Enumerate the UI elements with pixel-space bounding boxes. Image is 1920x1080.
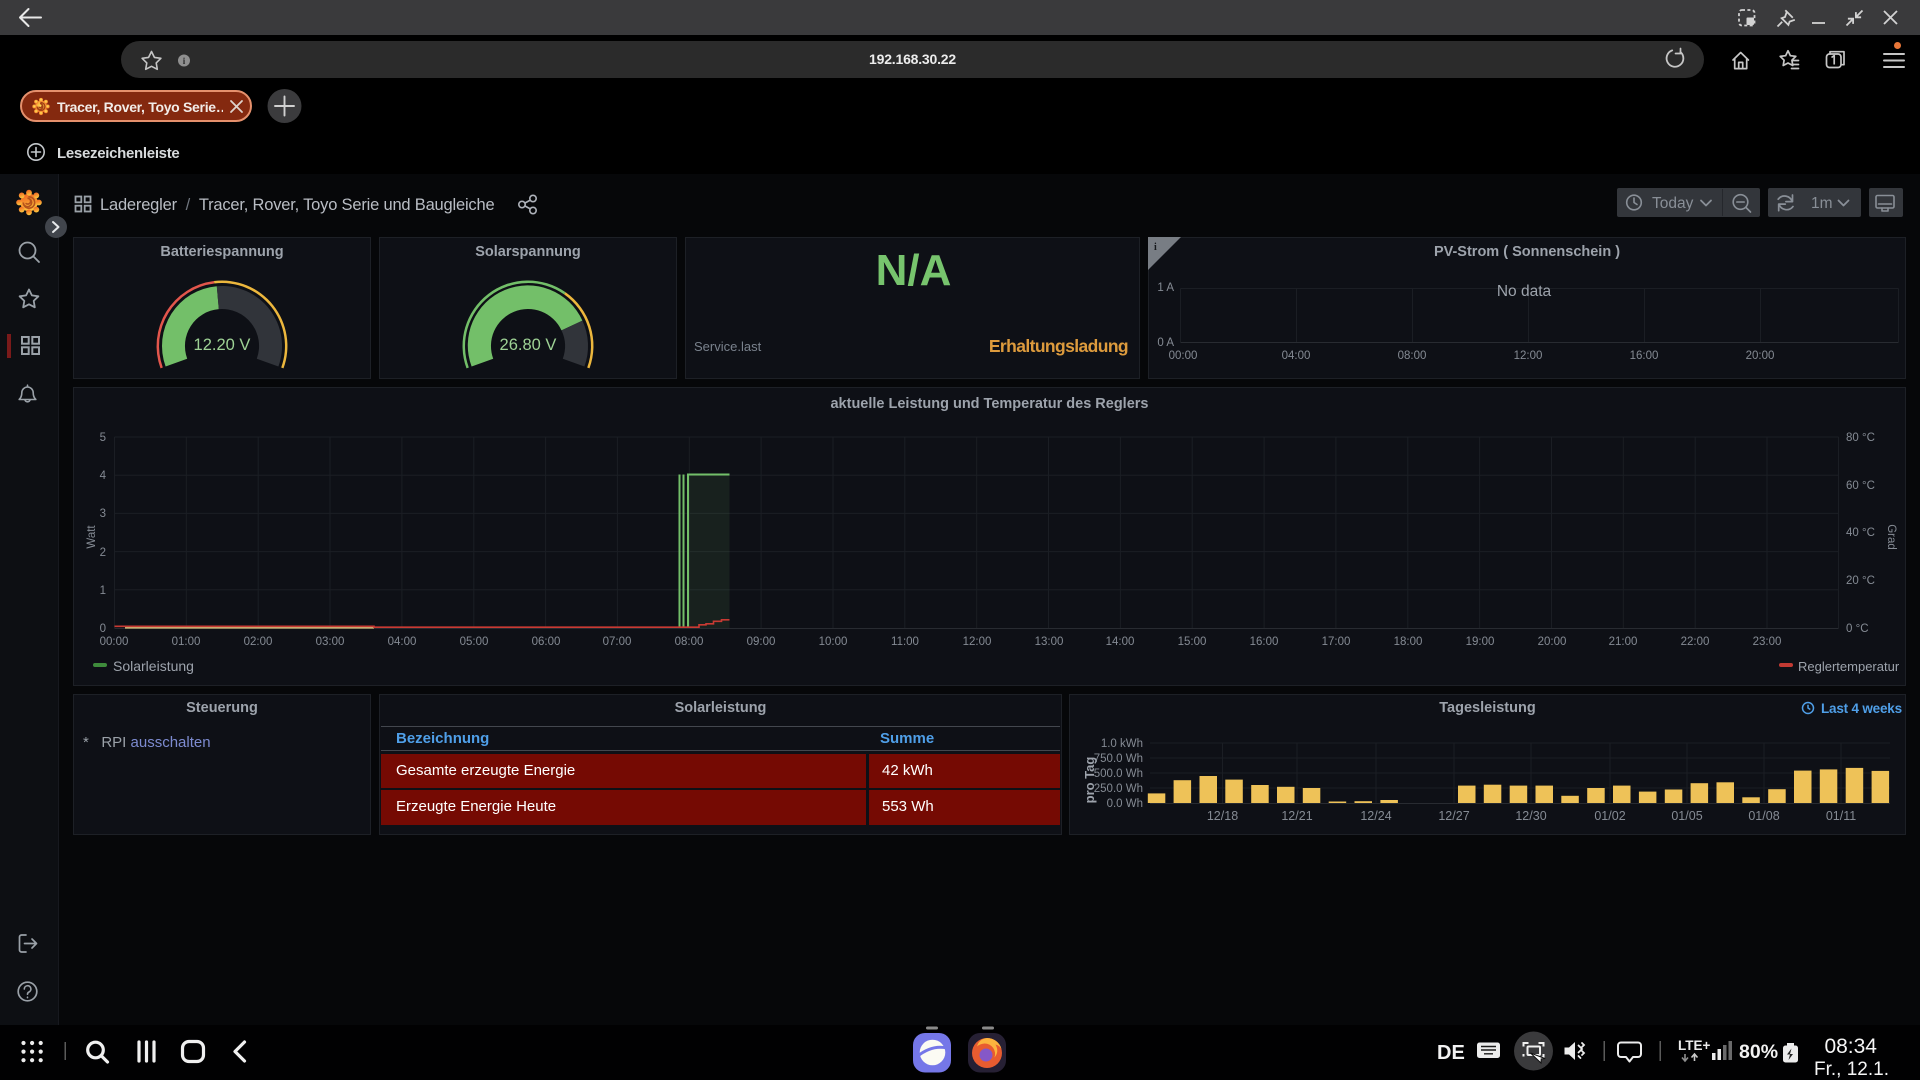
svg-text:2: 2 <box>100 547 106 559</box>
svg-text:02:00: 02:00 <box>244 636 273 648</box>
svg-text:14:00: 14:00 <box>1106 636 1135 648</box>
svg-text:500.0 Wh: 500.0 Wh <box>1094 768 1143 780</box>
svg-text:15:00: 15:00 <box>1178 636 1207 648</box>
svg-text:03:00: 03:00 <box>316 636 345 648</box>
svg-text:12/27: 12/27 <box>1438 809 1469 823</box>
svg-text:19:00: 19:00 <box>1466 636 1495 648</box>
svg-text:23:00: 23:00 <box>1753 636 1782 648</box>
svg-text:750.0 Wh: 750.0 Wh <box>1094 753 1143 765</box>
svg-text:12/24: 12/24 <box>1360 809 1391 823</box>
svg-text:1: 1 <box>100 585 106 597</box>
svg-text:00:00: 00:00 <box>1169 350 1198 362</box>
svg-text:i: i <box>1154 242 1157 253</box>
svg-text:17:00: 17:00 <box>1322 636 1351 648</box>
svg-text:21:00: 21:00 <box>1609 636 1638 648</box>
svg-text:i: i <box>183 56 186 66</box>
svg-text:No data: No data <box>1497 283 1552 300</box>
svg-text:pro Tag: pro Tag <box>1082 757 1097 804</box>
svg-text:07:00: 07:00 <box>603 636 632 648</box>
svg-text:01/11: 01/11 <box>1826 809 1856 823</box>
svg-text:1.0 kWh: 1.0 kWh <box>1101 738 1143 750</box>
svg-text:DE: DE <box>1437 1042 1465 1064</box>
svg-text:60 °C: 60 °C <box>1846 480 1875 492</box>
svg-text:01/02: 01/02 <box>1594 809 1625 823</box>
svg-text:5: 5 <box>100 432 106 444</box>
svg-text:01/08: 01/08 <box>1748 809 1779 823</box>
svg-text:11:00: 11:00 <box>891 636 919 648</box>
svg-text:01/05: 01/05 <box>1671 809 1702 823</box>
svg-text:Grad: Grad <box>1885 524 1897 550</box>
svg-text:20:00: 20:00 <box>1746 350 1775 362</box>
svg-text:1m: 1m <box>1811 195 1833 212</box>
svg-text:05:00: 05:00 <box>460 636 489 648</box>
svg-text:00:00: 00:00 <box>100 636 129 648</box>
svg-text:Reglertemperatur: Reglertemperatur <box>1798 659 1900 674</box>
svg-text:22:00: 22:00 <box>1681 636 1710 648</box>
svg-text:12:00: 12:00 <box>963 636 992 648</box>
svg-text:3: 3 <box>100 508 106 520</box>
svg-text:12/18: 12/18 <box>1207 809 1238 823</box>
svg-text:10:00: 10:00 <box>819 636 848 648</box>
svg-text:08:34: 08:34 <box>1824 1035 1877 1058</box>
svg-text:40 °C: 40 °C <box>1846 527 1875 539</box>
svg-text:09:00: 09:00 <box>747 636 776 648</box>
svg-text:06:00: 06:00 <box>532 636 561 648</box>
svg-text:Fr., 12.1.: Fr., 12.1. <box>1814 1059 1889 1080</box>
svg-text:0 A: 0 A <box>1157 337 1174 349</box>
svg-text:20 °C: 20 °C <box>1846 575 1875 587</box>
svg-text:0.0 Wh: 0.0 Wh <box>1107 798 1143 810</box>
svg-text:80 °C: 80 °C <box>1846 432 1875 444</box>
svg-text:0: 0 <box>100 623 106 635</box>
svg-text:16:00: 16:00 <box>1630 350 1659 362</box>
svg-text:16:00: 16:00 <box>1250 636 1279 648</box>
svg-text:08:00: 08:00 <box>1398 350 1427 362</box>
svg-text:12/21: 12/21 <box>1281 809 1312 823</box>
svg-text:04:00: 04:00 <box>388 636 417 648</box>
svg-text:80%: 80% <box>1739 1041 1778 1063</box>
svg-text:0 °C: 0 °C <box>1846 623 1869 635</box>
svg-text:13:00: 13:00 <box>1035 636 1064 648</box>
svg-text:04:00: 04:00 <box>1282 350 1311 362</box>
svg-text:20:00: 20:00 <box>1538 636 1567 648</box>
svg-text:18:00: 18:00 <box>1394 636 1423 648</box>
svg-text:Today: Today <box>1652 195 1694 212</box>
svg-text:Solarleistung: Solarleistung <box>113 658 194 674</box>
svg-text:4: 4 <box>100 470 107 482</box>
svg-text:01:00: 01:00 <box>172 636 201 648</box>
svg-text:1 A: 1 A <box>1157 282 1174 294</box>
svg-text:250.0 Wh: 250.0 Wh <box>1094 783 1143 795</box>
svg-text:LTE+: LTE+ <box>1678 1038 1710 1053</box>
svg-text:12:00: 12:00 <box>1514 350 1543 362</box>
svg-text:Watt: Watt <box>86 525 98 549</box>
svg-text:08:00: 08:00 <box>675 636 704 648</box>
svg-text:12/30: 12/30 <box>1515 809 1546 823</box>
